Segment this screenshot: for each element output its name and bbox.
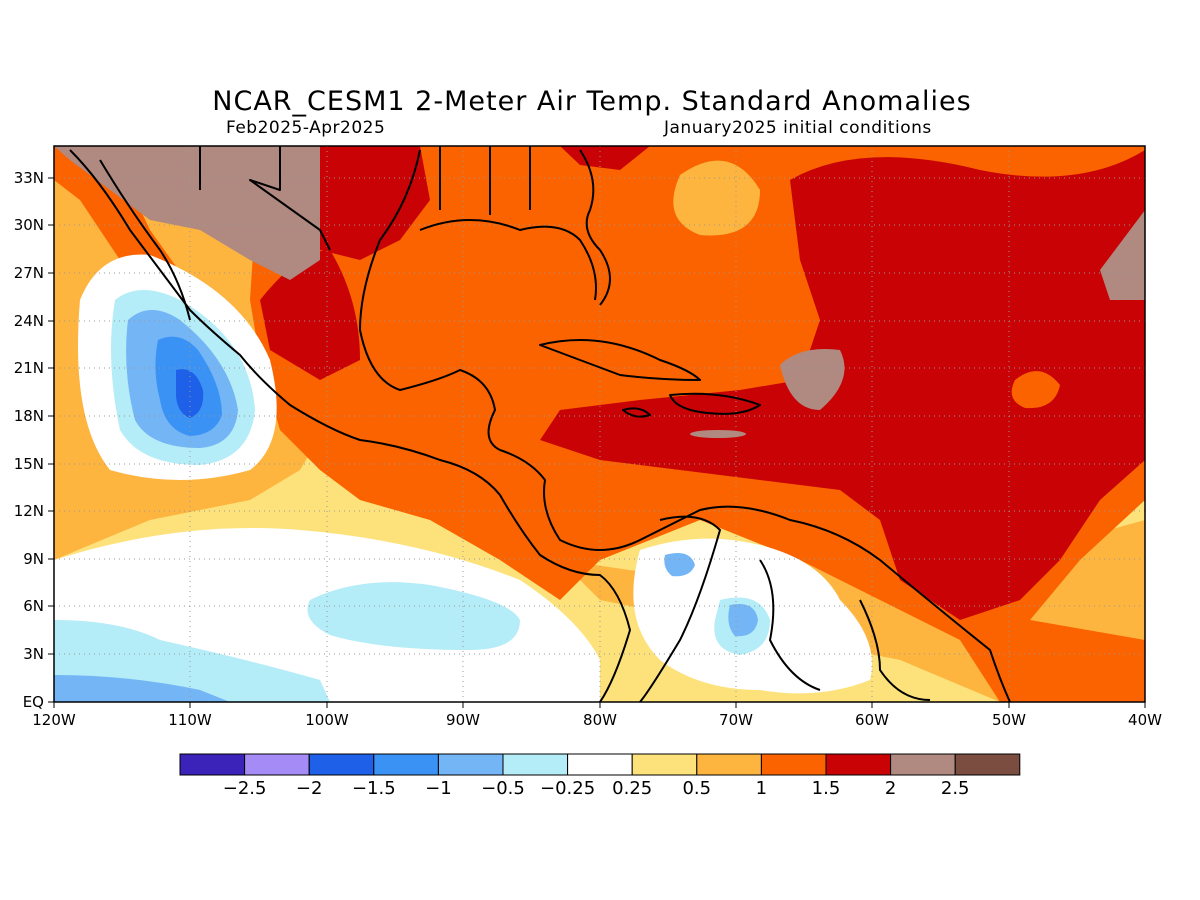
cuba xyxy=(539,339,701,381)
lon-label: 80W xyxy=(583,711,617,729)
lat-label: 21N xyxy=(14,359,44,377)
field-red-carolinas xyxy=(560,146,650,170)
field-blue-southpac xyxy=(54,675,230,702)
lon-label: 60W xyxy=(855,711,889,729)
colorbar-label: 2 xyxy=(885,778,896,799)
colorbar-swatch xyxy=(954,753,1021,776)
lat-label: 18N xyxy=(14,407,44,425)
colorbar-label: −1 xyxy=(425,778,452,799)
lon-label: 90W xyxy=(446,711,480,729)
colorbar: −2.5 −2 −1.5 −1 −0.5 −0.25 0.25 0.5 1 1.5 2 2.5 xyxy=(179,753,1021,799)
florida xyxy=(579,149,611,306)
hispaniola xyxy=(669,392,761,415)
field-blue-colombia xyxy=(728,604,758,637)
colorbar-swatch xyxy=(179,753,246,776)
lat-label: 15N xyxy=(14,455,44,473)
guyana-border xyxy=(859,599,931,701)
pacific-coast xyxy=(69,149,631,702)
field-orange-patch xyxy=(673,160,760,236)
field-brown-sliver xyxy=(690,430,746,438)
colorbar-swatch xyxy=(437,753,504,776)
baja-peninsula xyxy=(99,159,191,321)
colorbar-label: −0.25 xyxy=(540,778,595,799)
field-red-atlantic xyxy=(540,150,1145,620)
colorbar-swatch xyxy=(567,753,633,776)
colombia-venezuela-border xyxy=(639,515,721,702)
colorbar-swatch xyxy=(631,753,698,776)
field-lightblue-eqpac xyxy=(307,582,520,650)
gulf-north-coast xyxy=(419,219,597,301)
lon-label: 100W xyxy=(305,711,349,729)
lat-label: 3N xyxy=(23,645,44,663)
lon-label: 70W xyxy=(719,711,753,729)
lat-label: 6N xyxy=(23,597,44,615)
field-blue-caribbean xyxy=(664,552,695,577)
colorbar-label: −1.5 xyxy=(352,778,396,799)
colorbar-label: −0.5 xyxy=(481,778,525,799)
colorbar-label: −2.5 xyxy=(223,778,267,799)
lat-label: 9N xyxy=(23,550,44,568)
jamaica xyxy=(622,407,651,418)
lon-label: 40W xyxy=(1128,711,1162,729)
field-darkorange-islet xyxy=(1011,371,1060,409)
field-brown-atlantic xyxy=(780,349,845,410)
colorbar-label: 0.25 xyxy=(612,778,652,799)
field-brown-southwest xyxy=(54,146,320,280)
colorbar-swatch xyxy=(373,753,439,776)
field-red-mexico xyxy=(260,250,360,380)
lat-label: EQ xyxy=(23,693,44,711)
colorbar-label: 2.5 xyxy=(941,778,970,799)
anomaly-field xyxy=(54,146,1145,702)
us-state-borders xyxy=(439,146,531,215)
gulf-caribbean-coast xyxy=(359,149,1011,702)
colorbar-swatch xyxy=(308,753,375,776)
lat-label: 12N xyxy=(14,502,44,520)
colorbar-swatch xyxy=(502,753,569,776)
colorbar-swatch xyxy=(760,753,827,776)
lon-label: 120W xyxy=(32,711,76,729)
field-brown-east xyxy=(1100,210,1145,300)
colorbar-swatch xyxy=(244,753,310,776)
us-mexico-border xyxy=(199,146,331,251)
initial-conditions-label: January2025 initial conditions xyxy=(664,118,932,138)
axis-ticks xyxy=(48,177,1146,708)
lat-label: 27N xyxy=(14,264,44,282)
colorbar-label: 1.5 xyxy=(812,778,841,799)
colorbar-label: 0.5 xyxy=(682,778,711,799)
colorbar-label: 1 xyxy=(756,778,767,799)
lat-label: 24N xyxy=(14,312,44,330)
colorbar-swatch xyxy=(696,753,762,776)
lat-label: 33N xyxy=(14,169,44,187)
map-title: NCAR_CESM1 2-Meter Air Temp. Standard An… xyxy=(212,86,972,117)
latitude-labels: EQ 3N 6N 9N 12N 15N 18N 21N 24N 27N 30N … xyxy=(14,169,44,711)
colorbar-swatch xyxy=(890,753,956,776)
colorbar-swatch xyxy=(825,753,892,776)
field-red-texas xyxy=(300,146,430,260)
coastlines xyxy=(69,146,1011,702)
lat-label: 30N xyxy=(14,216,44,234)
forecast-period: Feb2025-Apr2025 xyxy=(226,118,386,138)
field-darkblue-core xyxy=(175,369,204,418)
lon-label: 50W xyxy=(992,711,1026,729)
lon-label: 110W xyxy=(168,711,212,729)
longitude-labels: 120W 110W 100W 90W 80W 70W 60W 50W 40W xyxy=(32,711,1162,729)
venezuela-border xyxy=(759,559,821,691)
colorbar-label: −2 xyxy=(296,778,323,799)
